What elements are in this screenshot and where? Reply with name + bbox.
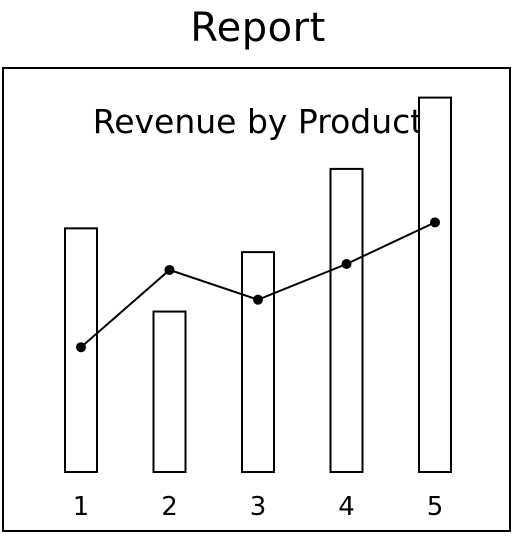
x-tick-label: 4 (338, 492, 355, 522)
chart-frame (2, 67, 511, 532)
bar-2 (152, 310, 187, 473)
x-tick-label: 1 (73, 492, 90, 522)
bar-3 (241, 251, 275, 473)
bar-5 (418, 96, 452, 473)
x-tick-label: 2 (161, 492, 178, 522)
bars-group (64, 96, 452, 474)
x-tick-labels: 1 2 3 4 5 (73, 492, 444, 522)
chart-title: Revenue by Product (93, 102, 424, 141)
line-point-1 (76, 342, 86, 353)
line-point-3 (253, 294, 263, 305)
line-point-4 (341, 259, 352, 269)
page-title: Report (190, 5, 326, 51)
bar-4 (329, 167, 364, 474)
x-tick-label: 3 (250, 492, 267, 522)
line-point-2 (164, 264, 175, 275)
x-tick-label: 5 (427, 492, 444, 522)
line-point-5 (430, 217, 440, 228)
line-series-group (76, 217, 440, 353)
